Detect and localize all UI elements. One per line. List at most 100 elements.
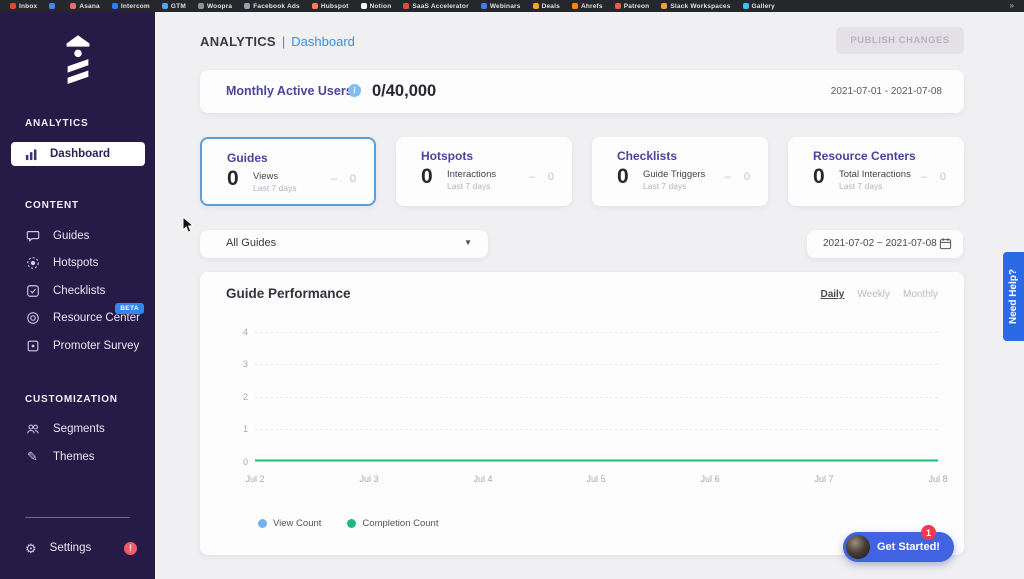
stat-card-period: Last 7 days xyxy=(447,181,491,191)
sidebar-item-guides[interactable]: Guides xyxy=(0,222,155,250)
delta-value: 0 xyxy=(939,171,946,183)
sidebar-item-checklists[interactable]: Checklists xyxy=(0,277,155,305)
stat-card-title: Hotspots xyxy=(421,149,473,163)
tab-monthly[interactable]: Monthly xyxy=(902,289,938,300)
chart-line-svg xyxy=(254,459,939,462)
checklist-icon xyxy=(25,283,40,298)
hubspot-icon xyxy=(311,3,318,9)
stat-card-delta: – 0 xyxy=(529,171,554,183)
guide-select-dropdown[interactable]: All Guides ▼ xyxy=(200,230,488,258)
delta-value: 0 xyxy=(547,171,554,183)
need-help-label: Need Help? xyxy=(1008,268,1019,324)
sidebar-item-label: Settings xyxy=(49,542,92,554)
survey-icon xyxy=(25,338,40,353)
bookmark-item[interactable]: Gallery xyxy=(742,3,775,10)
bookmark-item[interactable]: Deals xyxy=(532,2,560,10)
gridline xyxy=(255,332,938,333)
bookmark-item[interactable]: Ahrefs xyxy=(571,3,603,10)
need-help-tab[interactable]: Need Help? xyxy=(1003,252,1024,341)
y-axis-tick: 0 xyxy=(242,457,248,467)
stat-card-period: Last 7 days xyxy=(839,181,883,191)
tab-weekly[interactable]: Weekly xyxy=(857,289,890,300)
bookmark-label: Deals xyxy=(541,2,560,10)
stat-card-resource-centers[interactable]: Resource Centers 0 Total Interactions La… xyxy=(788,137,964,206)
bookmark-label: Webinars xyxy=(489,2,521,10)
bookmark-item[interactable]: Inbox xyxy=(10,3,37,10)
notification-badge: 1 xyxy=(921,525,936,540)
tab-daily[interactable]: Daily xyxy=(820,289,845,300)
sidebar-heading-content: CONTENT xyxy=(25,200,79,211)
legend-label: Completion Count xyxy=(362,518,439,529)
sidebar-item-resource-center[interactable]: Resource Center BETA xyxy=(0,302,155,333)
gallery-icon xyxy=(742,3,749,9)
breadcrumb-separator: | xyxy=(281,34,286,49)
monthly-active-users-card: Monthly Active Users i 0/40,000 2021-07-… xyxy=(200,70,964,113)
breadcrumb: ANALYTICS | Dashboard xyxy=(200,34,355,49)
sidebar-item-segments[interactable]: Segments xyxy=(0,416,155,444)
stat-card-hotspots[interactable]: Hotspots 0 Interactions Last 7 days – 0 xyxy=(396,137,572,206)
gear-icon: ⚙ xyxy=(25,540,37,556)
delta-value: 0 xyxy=(743,171,750,183)
settings-alert-badge: ! xyxy=(124,541,137,555)
x-axis-tick: Jul 3 xyxy=(359,474,379,484)
sidebar-heading-customization: CUSTOMIZATION xyxy=(25,393,118,405)
sidebar-item-label: Resource Center xyxy=(53,312,140,325)
bookmark-item[interactable]: Facebook Ads xyxy=(244,3,300,10)
bookmark-item[interactable]: Notion xyxy=(360,3,392,10)
sidebar-item-promoter-survey[interactable]: Promoter Survey xyxy=(0,332,155,360)
sidebar-item-hotspots[interactable]: Hotspots xyxy=(0,250,155,278)
bookmark-label: Asana xyxy=(79,2,100,10)
bookmarks-bar: Inbox Asana Intercom GTM Woopra Facebook… xyxy=(0,0,1024,12)
stat-card-metric: Guide Triggers xyxy=(643,169,706,180)
delta-dash: – xyxy=(920,171,927,183)
stat-card-metric: Total Interactions xyxy=(839,169,911,180)
bookmarks-overflow-chevron[interactable]: » xyxy=(1009,1,1014,10)
date-range-picker[interactable]: 2021-07-02 ~ 2021-07-08 xyxy=(807,230,963,258)
delta-dash: – xyxy=(724,171,731,183)
info-icon[interactable]: i xyxy=(348,84,361,97)
x-axis-tick: Jul 8 xyxy=(928,474,948,484)
publish-changes-button[interactable]: PUBLISH CHANGES xyxy=(836,27,964,54)
delta-dash: – xyxy=(528,171,535,183)
bookmark-label: Woopra xyxy=(206,2,233,10)
y-axis-tick: 1 xyxy=(242,424,248,434)
beta-badge: BETA xyxy=(115,302,144,314)
bookmark-item[interactable]: SaaS Accelerator xyxy=(403,3,469,10)
gridline xyxy=(255,364,938,365)
bookmark-item[interactable]: Patreon xyxy=(614,3,650,10)
bar-chart-icon xyxy=(25,148,37,160)
users-icon xyxy=(25,422,40,437)
webinars-icon xyxy=(480,3,487,9)
breadcrumb-current[interactable]: Dashboard xyxy=(291,34,355,49)
bookmark-item[interactable]: Woopra xyxy=(197,2,233,10)
chevron-down-icon: ▼ xyxy=(464,238,472,247)
sidebar-item-label: Hotspots xyxy=(53,257,99,270)
stat-card-metric: Views xyxy=(253,171,279,182)
bookmark-item[interactable]: GTM xyxy=(161,3,186,10)
bookmark-label: Inbox xyxy=(19,2,38,10)
sidebar-item-label: Themes xyxy=(53,450,95,463)
sidebar-item-settings[interactable]: ⚙ Settings ! xyxy=(0,535,155,562)
bookmark-item[interactable]: Hubspot xyxy=(311,3,349,10)
get-started-button[interactable]: Get Started! xyxy=(843,532,954,562)
date-range-value: 2021-07-02 ~ 2021-07-08 xyxy=(823,238,937,249)
hotspot-target-icon xyxy=(25,256,40,271)
sidebar-heading-analytics: ANALYTICS xyxy=(25,118,89,129)
bookmark-item[interactable]: Intercom xyxy=(111,3,150,10)
bookmark-item[interactable]: Slack Workspaces xyxy=(661,3,730,10)
patreon-icon xyxy=(614,3,621,9)
sidebar-item-themes[interactable]: ✎ Themes xyxy=(0,443,155,471)
calendar-icon xyxy=(939,238,952,250)
bookmark-item[interactable]: Webinars xyxy=(480,2,521,10)
bookmark-item[interactable]: Asana xyxy=(70,3,100,10)
stat-card-checklists[interactable]: Checklists 0 Guide Triggers Last 7 days … xyxy=(592,137,768,206)
sidebar-item-dashboard[interactable]: Dashboard xyxy=(11,142,145,166)
stat-card-guides[interactable]: Guides 0 Views Last 7 days – 0 xyxy=(200,137,376,206)
x-axis-tick: Jul 4 xyxy=(473,474,493,484)
breadcrumb-root: ANALYTICS xyxy=(200,34,276,49)
slack-icon xyxy=(661,3,668,9)
sidebar-item-label: Segments xyxy=(53,423,105,436)
y-axis-tick: 3 xyxy=(242,359,248,369)
bookmark-item[interactable] xyxy=(49,3,58,9)
guide-performance-card: Guide Performance Daily Weekly Monthly 4… xyxy=(200,272,964,555)
